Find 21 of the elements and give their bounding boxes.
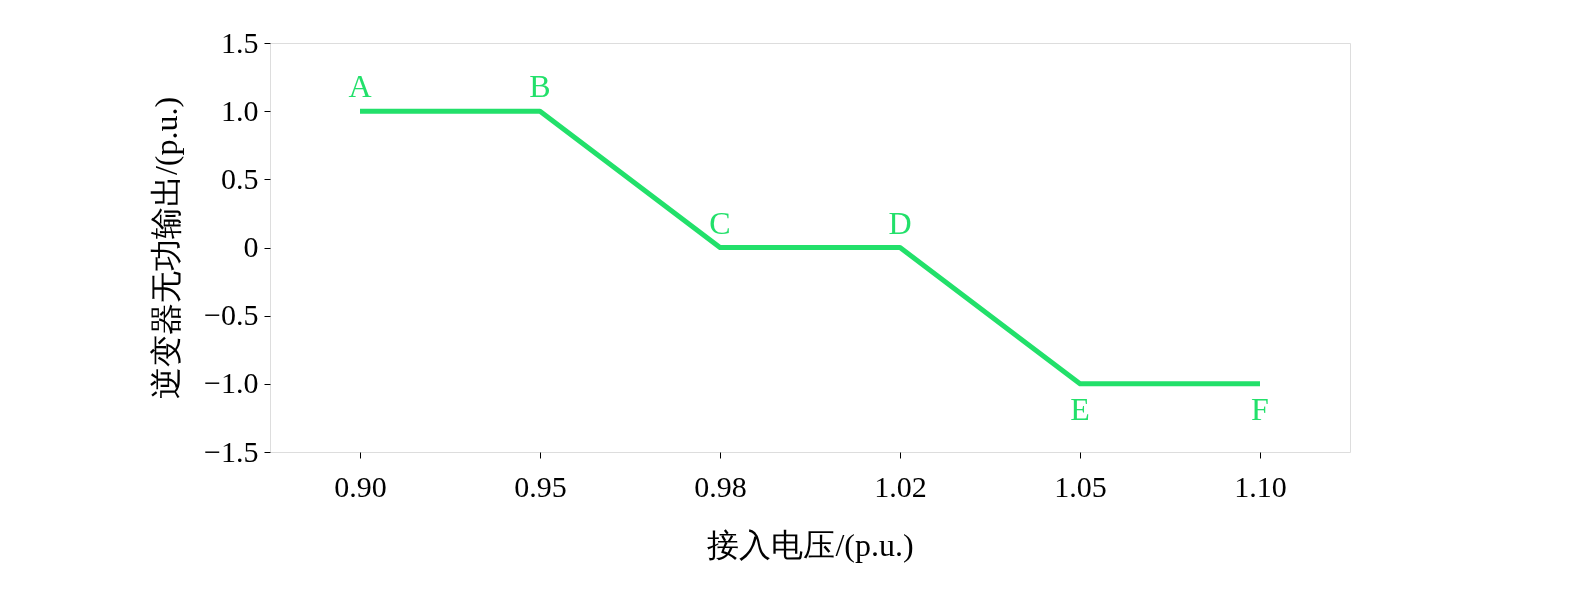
x-tick-label: 0.95 <box>514 469 567 503</box>
x-tick-label: 1.05 <box>1054 469 1107 503</box>
x-tick-label: 0.90 <box>334 469 387 503</box>
x-tick-label: 0.98 <box>694 469 747 503</box>
annotation: D <box>888 204 912 241</box>
y-tick-label: 0.5 <box>221 161 259 195</box>
y-tick-label: −1.0 <box>204 366 259 400</box>
y-tick-label: −1.5 <box>204 434 259 468</box>
x-tick-label: 1.10 <box>1234 469 1287 503</box>
y-tick-label: 0 <box>243 230 259 263</box>
y-tick-label: 1.5 <box>221 25 259 59</box>
annotation: C <box>709 204 731 241</box>
annotation: B <box>529 68 551 105</box>
y-axis-title: 逆变器无功输出/(p.u.) <box>148 96 185 400</box>
annotation: F <box>1251 390 1269 427</box>
y-tick-label: −0.5 <box>204 298 259 332</box>
x-axis-title: 接入电压/(p.u.) <box>707 526 914 563</box>
annotation: A <box>348 68 372 105</box>
y-tick-label: 1.0 <box>221 93 259 127</box>
annotation: E <box>1070 390 1090 427</box>
x-tick-label: 1.02 <box>874 469 927 503</box>
